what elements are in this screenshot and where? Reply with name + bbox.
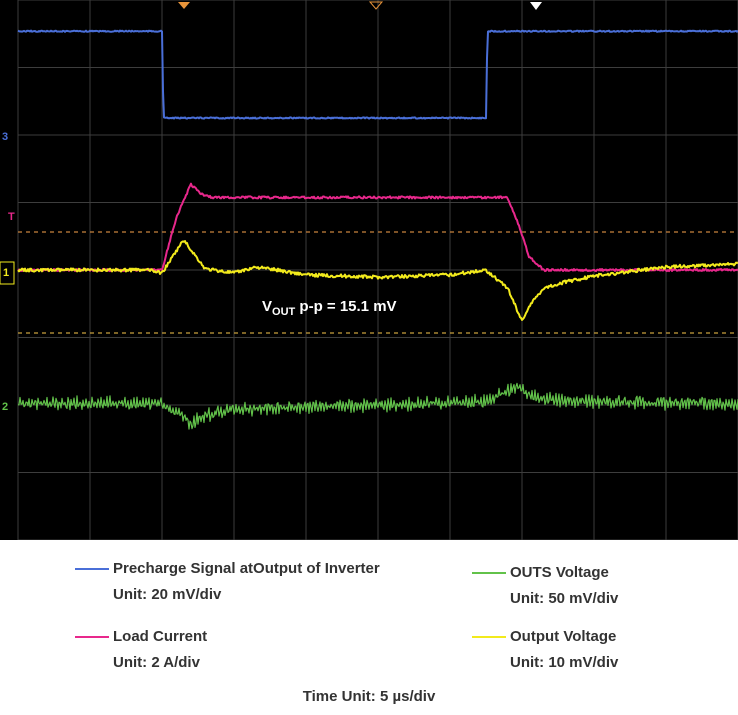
- channel-marker-1-box: [0, 261, 15, 285]
- legend-line-output-voltage: [472, 636, 506, 638]
- legend-unit-load-current: Unit: 2 A/div: [113, 654, 200, 671]
- legend-name-output-voltage: Output Voltage: [510, 628, 617, 645]
- legend-name-precharge: Precharge Signal atOutput of Inverter: [113, 560, 380, 577]
- legend-unit-precharge: Unit: 20 mV/div: [113, 586, 222, 603]
- oscilloscope-chart: 3 T 1 2 VOUT p-p = 15.1 mV: [0, 0, 738, 540]
- vout-annotation: VOUT p-p = 15.1 mV: [262, 298, 397, 318]
- trigger-marker: T: [8, 211, 15, 223]
- trace-output-voltage: [17, 240, 738, 321]
- legend-line-load-current: [75, 636, 109, 638]
- legend-unit-output-voltage: Unit: 10 mV/div: [510, 654, 619, 671]
- channel-markers: 3 T 1 2: [0, 1, 542, 413]
- legend-name-outs-voltage: OUTS Voltage: [510, 564, 609, 581]
- legend-name-load-current: Load Current: [113, 628, 208, 645]
- delay-marker: [530, 2, 542, 10]
- legend-unit-outs-voltage: Unit: 50 mV/div: [510, 590, 619, 607]
- legend-line-outs-voltage: [472, 572, 506, 574]
- channel-marker-2: 2: [2, 401, 8, 413]
- legend-item-outs-voltage: OUTS Voltage Unit: 50 mV/div: [472, 562, 712, 610]
- trace-precharge-signal-atoutput-of-inverter: [17, 29, 738, 120]
- time-unit-label: Time Unit: 5 µs/div: [302, 688, 436, 705]
- legend-item-load-current: Load Current Unit: 2 A/div: [75, 626, 455, 674]
- trigger-position-marker: [178, 2, 190, 9]
- cursor-marker: [368, 1, 384, 10]
- channel-marker-1: 1: [3, 267, 9, 279]
- legend-item-precharge: Precharge Signal atOutput of Inverter Un…: [75, 558, 455, 606]
- channel-marker-3: 3: [2, 131, 8, 143]
- legend-line-precharge: [75, 568, 109, 570]
- trace-outs-voltage: [17, 382, 738, 430]
- traces: [17, 29, 738, 430]
- legend-item-output-voltage: Output Voltage Unit: 10 mV/div: [472, 626, 712, 674]
